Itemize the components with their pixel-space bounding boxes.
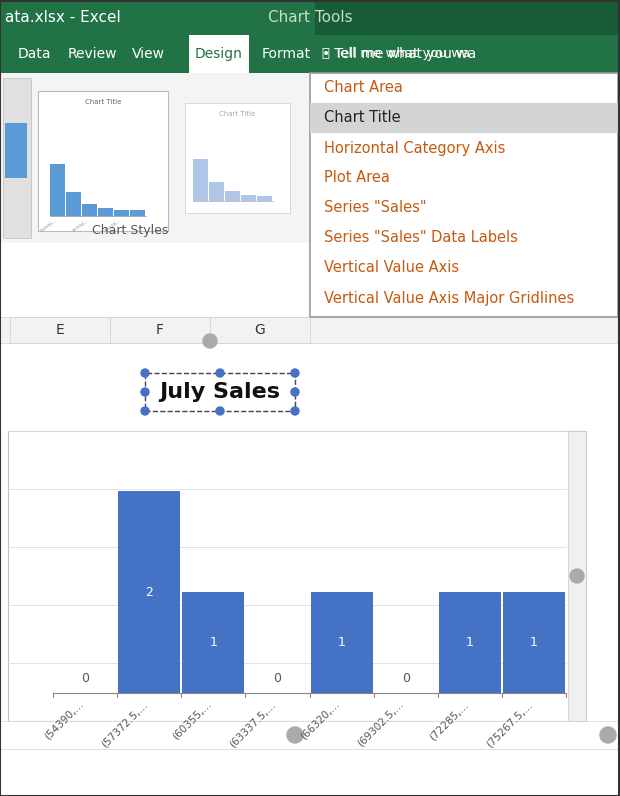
Text: • Tell me what you wa: • Tell me what you wa: [322, 47, 476, 61]
Bar: [38, 91, 168, 231]
Text: 1: 1: [466, 636, 474, 649]
Bar: [3, 78, 31, 238]
Bar: [315, 0, 620, 35]
Bar: [0, 721, 620, 749]
Bar: [118, 491, 180, 693]
Bar: [50, 164, 65, 216]
Bar: [0, 73, 620, 243]
Text: Design: Design: [195, 47, 243, 61]
Text: ata.xlsx - Excel: ata.xlsx - Excel: [5, 10, 121, 25]
Text: (54390,...: (54390,...: [40, 218, 58, 232]
Text: Series "Sales": Series "Sales": [324, 201, 427, 216]
Text: Chart Title: Chart Title: [324, 111, 401, 126]
Text: F: F: [156, 323, 164, 337]
Text: (60355,...: (60355,...: [170, 699, 213, 742]
Text: 1: 1: [530, 636, 538, 649]
Bar: [189, 35, 249, 73]
Circle shape: [141, 407, 149, 415]
Text: Chart Title: Chart Title: [219, 111, 255, 117]
Bar: [241, 194, 256, 201]
Circle shape: [600, 727, 616, 743]
Text: Data: Data: [18, 47, 51, 61]
Bar: [0, 0, 315, 35]
Text: (66320,...: (66320,...: [299, 699, 342, 742]
Text: 1: 1: [338, 636, 345, 649]
Circle shape: [291, 369, 299, 377]
Text: 1: 1: [210, 636, 217, 649]
Bar: [0, 317, 620, 343]
Text: (57372.5,...: (57372.5,...: [99, 699, 149, 749]
Circle shape: [570, 569, 584, 583]
Text: (63337.5,...: (63337.5,...: [228, 699, 277, 749]
Text: (60354,...: (60354,...: [72, 218, 90, 232]
Text: 0: 0: [81, 672, 89, 685]
Text: Horizontal Category Axis: Horizontal Category Axis: [324, 141, 505, 155]
Bar: [209, 181, 224, 201]
Text: Vertical Value Axis: Vertical Value Axis: [324, 260, 459, 275]
Circle shape: [203, 334, 217, 348]
Bar: [257, 196, 272, 201]
Bar: [66, 192, 81, 216]
Text: Chart Tools: Chart Tools: [268, 10, 352, 25]
Bar: [10, 317, 110, 343]
Text: View: View: [132, 47, 165, 61]
Text: (66318,...: (66318,...: [104, 218, 122, 232]
Bar: [185, 103, 290, 213]
Text: Vertical Value Axis Major Gridlines: Vertical Value Axis Major Gridlines: [324, 291, 574, 306]
Bar: [110, 317, 210, 343]
Text: Chart Styles: Chart Styles: [92, 224, 168, 237]
Bar: [311, 592, 373, 693]
Text: (72285,...: (72285,...: [427, 699, 470, 742]
Bar: [8, 431, 586, 721]
Bar: [182, 592, 244, 693]
Text: Series "Sales" Data Labels: Series "Sales" Data Labels: [324, 231, 518, 245]
Text: Chart Title: Chart Title: [85, 99, 121, 105]
Circle shape: [287, 727, 303, 743]
Circle shape: [291, 407, 299, 415]
Text: E: E: [56, 323, 64, 337]
Bar: [0, 749, 620, 796]
Text: Plot Area: Plot Area: [324, 170, 390, 185]
Bar: [210, 317, 310, 343]
Text: 2: 2: [145, 586, 153, 599]
Bar: [225, 191, 240, 201]
Bar: [503, 592, 565, 693]
Circle shape: [291, 388, 299, 396]
Text: Format: Format: [262, 47, 311, 61]
Circle shape: [216, 369, 224, 377]
Circle shape: [141, 388, 149, 396]
Bar: [310, 73, 618, 317]
Bar: [568, 431, 586, 721]
Bar: [310, 103, 618, 133]
Text: 0: 0: [273, 672, 281, 685]
Text: July Sales: July Sales: [159, 382, 280, 402]
Bar: [98, 208, 113, 216]
Text: G: G: [255, 323, 265, 337]
Bar: [439, 592, 501, 693]
Bar: [130, 210, 145, 216]
Bar: [0, 35, 620, 73]
Circle shape: [141, 369, 149, 377]
Bar: [82, 204, 97, 216]
Text: (69302.5,...: (69302.5,...: [356, 699, 405, 749]
Circle shape: [216, 407, 224, 415]
Text: 0: 0: [402, 672, 410, 685]
Bar: [145, 373, 295, 411]
Text: (54390,...: (54390,...: [42, 699, 85, 742]
Text: Chart Area: Chart Area: [324, 80, 403, 96]
Bar: [5, 123, 27, 178]
Bar: [193, 158, 208, 201]
Text: ⭐ Tell me what you wa: ⭐ Tell me what you wa: [322, 48, 470, 60]
Text: Review: Review: [68, 47, 118, 61]
Bar: [114, 209, 129, 216]
Text: (75267.5,...: (75267.5,...: [484, 699, 534, 749]
